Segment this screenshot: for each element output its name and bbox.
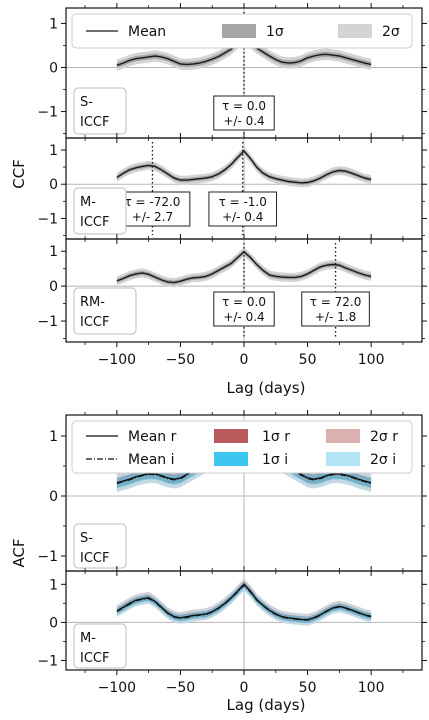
x-tick-label: −50	[166, 680, 196, 696]
acf-legend: Mean r Mean i 1σ r 1σ i 2σ r 2σ i	[71, 420, 413, 474]
tau-value: τ = 72.0	[310, 295, 362, 309]
tau-error: +/- 1.8	[315, 310, 356, 324]
panel-label-box	[73, 187, 127, 235]
y-tick-label: 0	[49, 177, 58, 193]
panel-label: ICCF	[80, 215, 109, 230]
two-sigma-i-band	[116, 579, 372, 626]
one-sigma-i-band	[116, 431, 372, 489]
tau-error: +/- 0.4	[222, 210, 263, 224]
tau-value: τ = 0.0	[222, 295, 266, 309]
panel-label: ICCF	[80, 651, 109, 666]
acf-legend-2sigma-i: 2σ i	[370, 452, 396, 468]
tau-error: +/- 0.4	[223, 114, 264, 128]
ccf-legend: Mean 1σ 2σ	[71, 13, 413, 49]
y-tick-label: 1	[49, 429, 58, 445]
y-tick-label: 0	[49, 489, 58, 505]
mean-line	[116, 149, 372, 184]
acf-legend-1sigma-r-swatch	[214, 429, 248, 443]
ccf-legend-1sigma-swatch	[222, 24, 256, 38]
tau-box	[213, 291, 275, 327]
y-tick-label: −1	[37, 653, 58, 669]
panel-label: ICCF	[80, 551, 109, 566]
acf-legend-2sigma-r-swatch	[326, 429, 360, 443]
x-tick-label: 100	[358, 680, 385, 696]
y-tick-label: −1	[37, 549, 58, 565]
tau-box	[213, 95, 275, 131]
tau-box	[301, 291, 370, 327]
y-tick-label: −1	[37, 314, 58, 330]
ccf-legend-2sigma: 2σ	[382, 24, 400, 40]
ccf-x-label: Lag (days)	[227, 379, 306, 397]
y-tick-label: 1	[49, 577, 58, 593]
acf-x-label: Lag (days)	[227, 696, 306, 714]
ccf-legend-mean: Mean	[128, 24, 166, 40]
x-tick-label: 50	[299, 680, 317, 696]
one-sigma-band	[116, 249, 372, 285]
x-tick-label: 50	[299, 352, 317, 368]
acf-legend-mean-i: Mean i	[128, 452, 174, 468]
acf-legend-2sigma-r: 2σ r	[370, 429, 398, 445]
acf-legend-1sigma-i: 1σ i	[262, 452, 288, 468]
acf-legend-1sigma-r: 1σ r	[262, 429, 290, 445]
x-tick-label: −50	[166, 352, 196, 368]
acf-y-label: ACF	[10, 538, 28, 567]
y-tick-label: 1	[49, 16, 58, 32]
panel-1: τ = -72.0+/- 2.7 τ = -1.0+/- 0.4 −1 0 1 M- ICC…	[37, 133, 427, 244]
two-sigma-band	[116, 146, 372, 188]
y-tick-label: 0	[49, 279, 58, 295]
x-tick-label: −100	[98, 680, 136, 696]
y-tick-label: 1	[49, 143, 58, 159]
panel-label: ICCF	[80, 315, 109, 330]
mean-i-line	[116, 584, 372, 621]
tau-error: +/- 2.7	[132, 210, 173, 224]
acf-legend-mean-r: Mean r	[128, 429, 177, 445]
x-tick-label: 100	[358, 352, 385, 368]
two-sigma-band	[116, 31, 372, 71]
panel-label: S-	[80, 531, 93, 546]
tau-value: τ = -72.0	[124, 195, 180, 209]
panel-label-box	[73, 87, 127, 135]
y-tick-label: 0	[49, 615, 58, 631]
y-tick-label: −1	[37, 105, 58, 121]
acf-legend-1sigma-i-swatch	[214, 452, 248, 466]
tau-box	[208, 191, 278, 227]
panel-2: τ = 0.0+/- 0.4 τ = 72.0+/- 1.8 −1 0 1 −100 −50…	[37, 234, 427, 368]
acf-legend-2sigma-i-swatch	[326, 452, 360, 466]
panel-label-box	[73, 287, 137, 335]
panel-label: M-	[80, 195, 96, 210]
panel-4: −1 0 1 −100 −50 0 50 100 M- ICCF	[37, 566, 427, 696]
two-sigma-band	[116, 247, 372, 288]
ccf-legend-2sigma-swatch	[338, 24, 372, 38]
y-tick-label: −1	[37, 211, 58, 227]
x-tick-label: 0	[240, 680, 249, 696]
panel-label-box	[73, 523, 127, 569]
ccf-y-label: CCF	[10, 159, 28, 189]
panel-label-box	[73, 623, 127, 669]
one-sigma-band	[116, 34, 372, 68]
panel-label: M-	[80, 631, 96, 646]
tau-value: τ = 0.0	[222, 99, 266, 113]
x-tick-label: 0	[240, 352, 249, 368]
tau-value: τ = -1.0	[219, 195, 267, 209]
panel-label: RM-	[80, 295, 105, 310]
ccf-legend-1sigma: 1σ	[266, 24, 284, 40]
x-tick-label: −100	[98, 352, 136, 368]
panel-label: S-	[80, 95, 93, 110]
tau-box	[114, 191, 191, 227]
y-tick-label: 1	[49, 244, 58, 260]
tau-error: +/- 0.4	[223, 310, 264, 324]
panel-label: ICCF	[80, 115, 109, 130]
y-tick-label: 0	[49, 60, 58, 76]
